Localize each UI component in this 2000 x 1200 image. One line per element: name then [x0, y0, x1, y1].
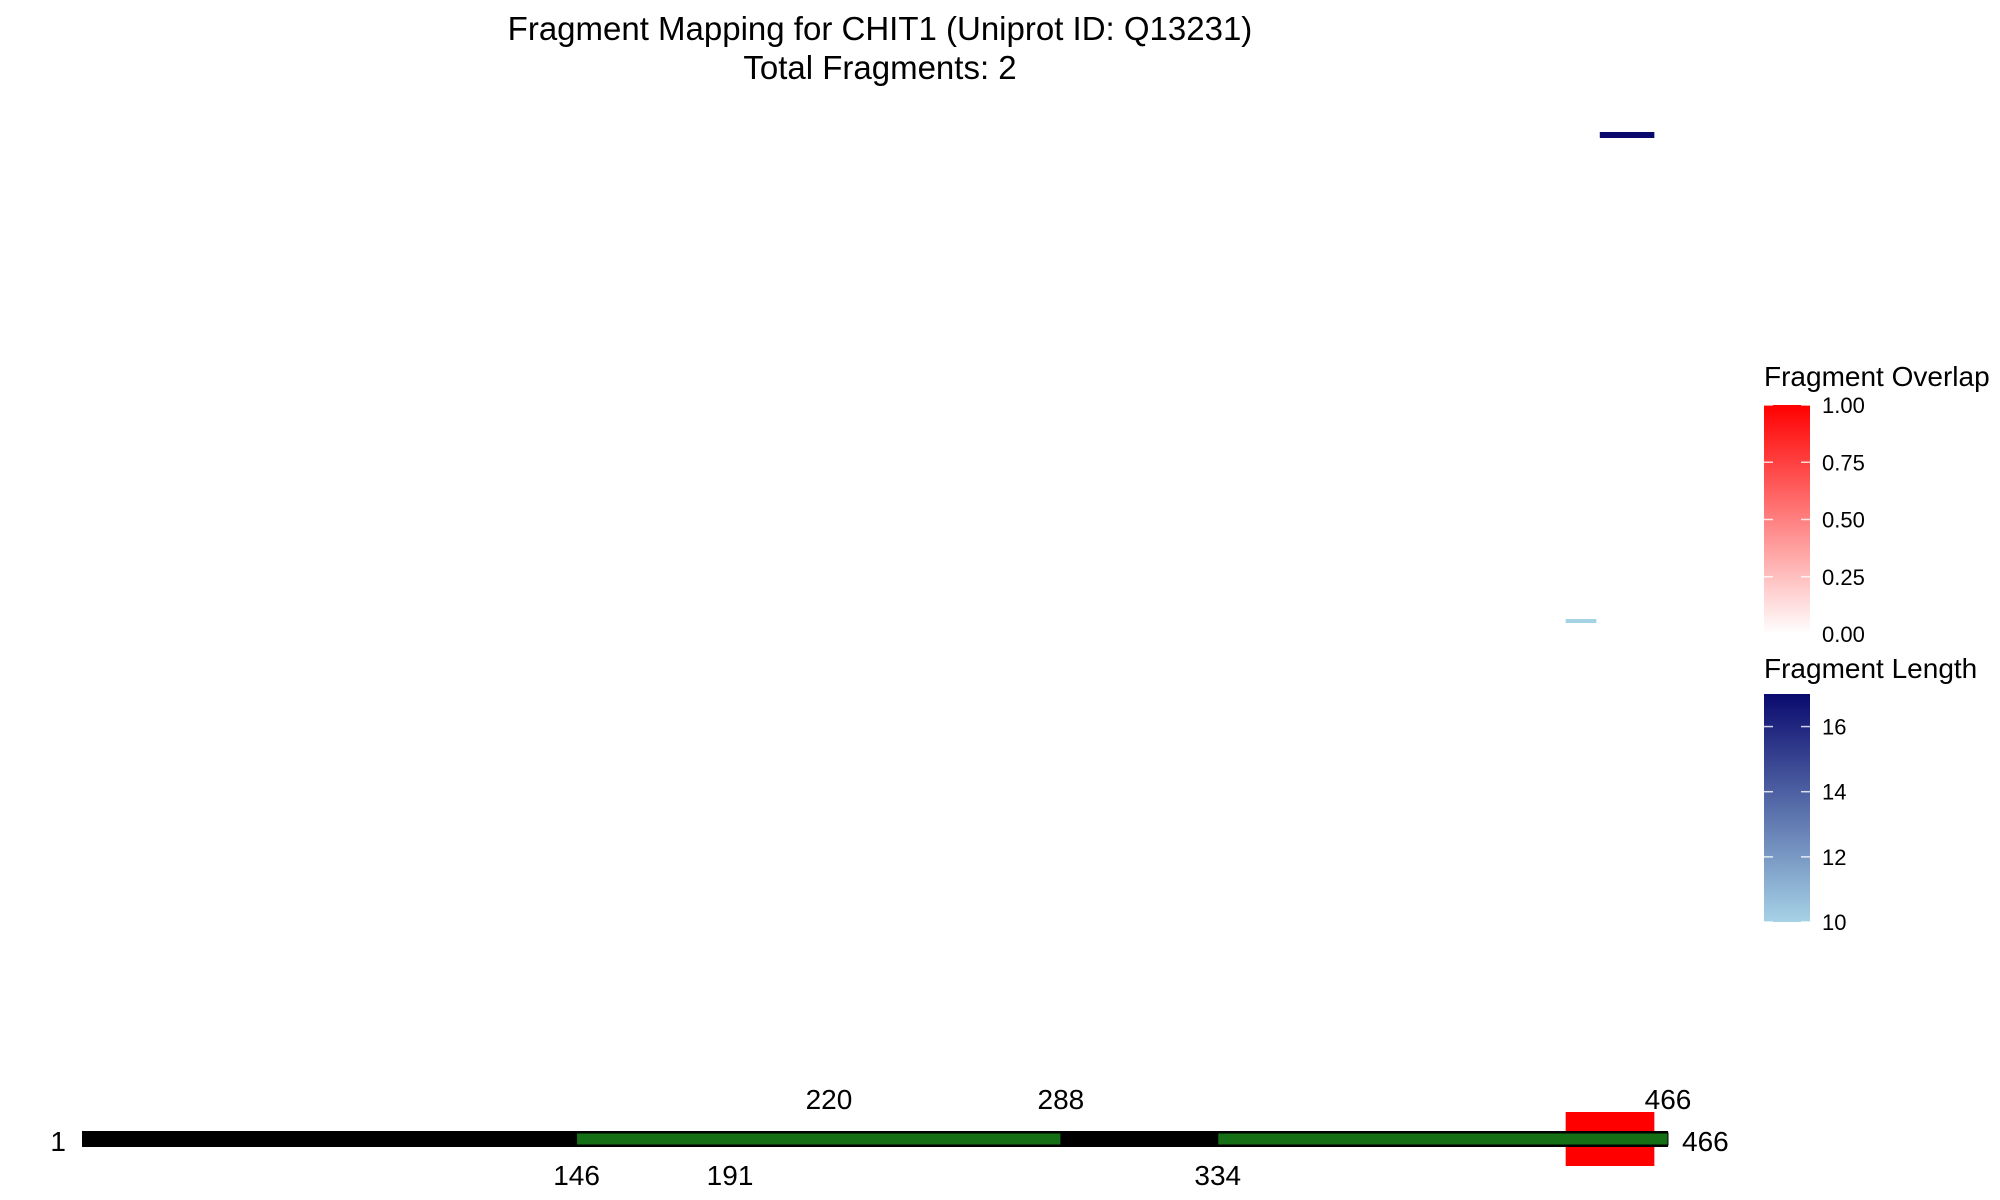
legend-tick-label: 1.00	[1822, 393, 1865, 418]
plot-area: 1 466 146 191 220 288 334 466	[50, 132, 1729, 1191]
position-label: 220	[806, 1084, 853, 1115]
domain-segment	[1217, 1132, 1669, 1146]
position-label: 466	[1645, 1084, 1692, 1115]
start-position-label: 1	[50, 1126, 66, 1157]
chart-title: Fragment Mapping for CHIT1 (Uniprot ID: …	[508, 10, 1253, 47]
legend-title: Fragment Length	[1764, 653, 1977, 684]
domain-segment	[576, 1132, 1062, 1146]
legend-tick-label: 12	[1822, 845, 1846, 870]
legends: Fragment Overlap0.000.250.500.751.00Frag…	[1764, 361, 1990, 935]
legend-tick-label: 10	[1822, 910, 1846, 935]
legend-tick-label: 0.25	[1822, 565, 1865, 590]
position-label: 191	[707, 1160, 754, 1191]
position-label: 288	[1038, 1084, 1085, 1115]
legend-colorbar	[1764, 694, 1810, 922]
end-position-label: 466	[1682, 1126, 1729, 1157]
legend-title: Fragment Overlap	[1764, 361, 1990, 392]
legend-tick-label: 0.00	[1822, 622, 1865, 647]
legend-tick-label: 14	[1822, 780, 1846, 805]
position-label: 146	[553, 1160, 600, 1191]
legend-tick-label: 0.50	[1822, 508, 1865, 533]
legend-fragment-length: Fragment Length 10 12 14 16	[1764, 653, 1977, 935]
legend-tick-label: 0.75	[1822, 450, 1865, 475]
chart-title-group: Fragment Mapping for CHIT1 (Uniprot ID: …	[508, 10, 1253, 86]
chart-subtitle: Total Fragments: 2	[743, 49, 1016, 86]
position-label: 334	[1194, 1160, 1241, 1191]
legend-tick-label: 16	[1822, 715, 1846, 740]
legend-fragment-overlap: Fragment Overlap 0.00 0.25 0.50 0.75 1.00	[1764, 361, 1990, 647]
